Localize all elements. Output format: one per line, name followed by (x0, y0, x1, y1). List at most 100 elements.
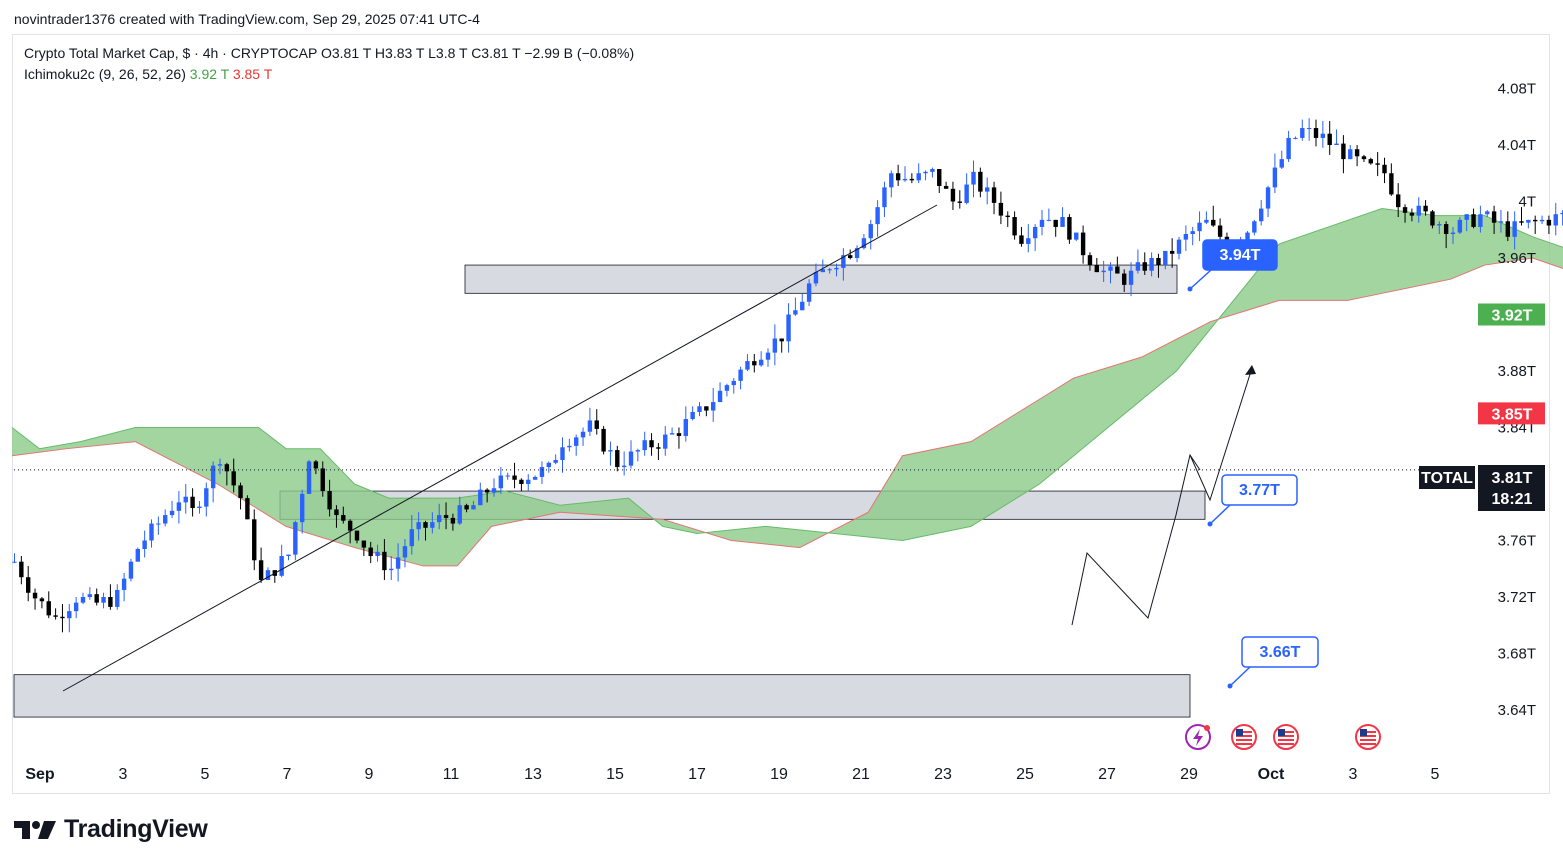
candle-body[interactable] (601, 428, 606, 452)
candle-body[interactable] (53, 615, 58, 617)
candle-body[interactable] (1245, 232, 1250, 240)
candle-body[interactable] (1101, 270, 1106, 273)
candle-body[interactable] (1457, 219, 1463, 233)
candle-body[interactable] (1539, 219, 1545, 222)
support-resistance-zone[interactable] (13, 674, 1191, 718)
candle-body[interactable] (690, 411, 695, 420)
candle-body[interactable] (1430, 211, 1435, 226)
candle-body[interactable] (12, 561, 17, 563)
candle-body[interactable] (46, 601, 51, 616)
candle-body[interactable] (971, 171, 976, 185)
candle-body[interactable] (628, 451, 634, 466)
candle-body[interactable] (121, 578, 127, 590)
candle-body[interactable] (800, 301, 805, 311)
candle-body[interactable] (265, 570, 271, 581)
candle-body[interactable] (1183, 233, 1189, 240)
candle-body[interactable] (409, 529, 414, 547)
candle-body[interactable] (1122, 273, 1127, 285)
symbol-legend[interactable]: Crypto Total Market Cap, $ · 4h · CRYPTO… (24, 45, 634, 61)
candle-body[interactable] (717, 390, 723, 403)
trendline[interactable] (62, 204, 938, 692)
candle-body[interactable] (1094, 265, 1099, 273)
candle-body[interactable] (1149, 258, 1154, 271)
candle-body[interactable] (786, 314, 791, 342)
candle-body[interactable] (1402, 207, 1408, 213)
candle-body[interactable] (183, 496, 188, 503)
candle-body[interactable] (738, 369, 743, 381)
candle-body[interactable] (464, 505, 469, 510)
candle-body[interactable] (1306, 128, 1312, 130)
candle-body[interactable] (615, 450, 620, 468)
candle-body[interactable] (1142, 262, 1147, 271)
candle-body[interactable] (300, 493, 305, 523)
candle-body[interactable] (231, 471, 236, 486)
candle-body[interactable] (1368, 159, 1373, 164)
candle-body[interactable] (642, 440, 647, 451)
candle-body[interactable] (1053, 219, 1058, 227)
candle-body[interactable] (32, 592, 38, 599)
projection-arrow[interactable] (1189, 367, 1253, 502)
candle-body[interactable] (478, 489, 483, 506)
candle-body[interactable] (1498, 221, 1504, 223)
candle-body[interactable] (1259, 208, 1264, 222)
candle-body[interactable] (1272, 167, 1278, 188)
candle-body[interactable] (149, 523, 154, 541)
candle-body[interactable] (286, 554, 291, 557)
candle-body[interactable] (1300, 128, 1305, 138)
callout-box[interactable] (1221, 474, 1298, 506)
candle-body[interactable] (279, 556, 284, 576)
candle-body[interactable] (484, 489, 490, 493)
candle-body[interactable] (334, 509, 339, 516)
candle-body[interactable] (1080, 232, 1086, 256)
candle-body[interactable] (224, 464, 230, 472)
candle-body[interactable] (1169, 250, 1175, 254)
candle-body[interactable] (649, 440, 654, 448)
candle-body[interactable] (820, 269, 825, 273)
candle-body[interactable] (176, 502, 182, 511)
candle-body[interactable] (320, 468, 325, 492)
candle-body[interactable] (991, 187, 997, 203)
candle-body[interactable] (1293, 137, 1298, 139)
candle-body[interactable] (1491, 211, 1497, 223)
candle-body[interactable] (875, 207, 880, 225)
candle-body[interactable] (128, 561, 134, 579)
candle-body[interactable] (909, 178, 915, 181)
candle-body[interactable] (156, 523, 161, 525)
candle-body[interactable] (731, 380, 736, 386)
candle-body[interactable] (471, 505, 476, 510)
candle-body[interactable] (772, 338, 778, 353)
candle-body[interactable] (1348, 149, 1353, 160)
candle-body[interactable] (765, 352, 771, 360)
candle-body[interactable] (1176, 239, 1182, 254)
candle-body[interactable] (978, 171, 983, 192)
candle-body[interactable] (204, 488, 209, 507)
candle-body[interactable] (115, 589, 120, 607)
candle-body[interactable] (1026, 238, 1031, 244)
candle-body[interactable] (1115, 266, 1120, 274)
candle-body[interactable] (1019, 235, 1024, 244)
candle-body[interactable] (1039, 219, 1045, 227)
candle-body[interactable] (669, 433, 675, 435)
candle-body[interactable] (457, 505, 462, 524)
candle-body[interactable] (854, 248, 860, 258)
candle-body[interactable] (964, 184, 969, 203)
candle-body[interactable] (1471, 214, 1476, 227)
candle-body[interactable] (532, 476, 538, 480)
candle-body[interactable] (347, 520, 353, 531)
candle-body[interactable] (1354, 149, 1360, 157)
candle-body[interactable] (916, 173, 921, 181)
candle-body[interactable] (354, 530, 360, 541)
candle-body[interactable] (87, 594, 93, 597)
candle-body[interactable] (697, 406, 702, 412)
candle-body[interactable] (169, 510, 175, 516)
candle-body[interactable] (580, 431, 586, 438)
candle-body[interactable] (985, 187, 990, 192)
candle-body[interactable] (526, 479, 531, 484)
candle-body[interactable] (930, 169, 935, 172)
candle-body[interactable] (39, 598, 45, 602)
indicator-legend[interactable]: Ichimoku2c (9, 26, 52, 26) 3.92 T 3.85 T (24, 66, 272, 82)
candle-body[interactable] (19, 561, 24, 578)
candle-body[interactable] (1190, 231, 1195, 234)
candle-body[interactable] (1533, 219, 1538, 222)
candle-body[interactable] (1032, 226, 1038, 239)
